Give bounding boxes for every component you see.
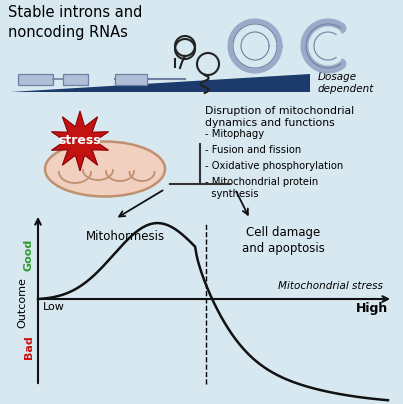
Text: Cell damage
and apoptosis: Cell damage and apoptosis: [241, 227, 324, 255]
Text: stress: stress: [59, 135, 101, 147]
Text: - Fusion and fission: - Fusion and fission: [205, 145, 301, 155]
Text: Good: Good: [24, 239, 34, 271]
FancyBboxPatch shape: [18, 74, 53, 84]
Text: Mitochondrial stress: Mitochondrial stress: [278, 281, 383, 291]
Text: - Oxidative phosphorylation: - Oxidative phosphorylation: [205, 161, 343, 171]
Text: High: High: [356, 302, 388, 315]
Text: Low: Low: [43, 302, 65, 312]
Text: - Mitochondrial protein
  synthesis: - Mitochondrial protein synthesis: [205, 177, 318, 200]
Ellipse shape: [45, 141, 165, 196]
Text: Stable introns and
noncoding RNAs: Stable introns and noncoding RNAs: [8, 5, 142, 40]
Text: Outcome: Outcome: [17, 277, 27, 328]
Text: - Mitophagy: - Mitophagy: [205, 129, 264, 139]
Text: Dosage
dependent: Dosage dependent: [318, 72, 374, 94]
Text: Disruption of mitochondrial
dynamics and functions: Disruption of mitochondrial dynamics and…: [205, 106, 354, 128]
Polygon shape: [52, 111, 108, 171]
Text: Mitohormesis: Mitohormesis: [86, 229, 165, 243]
Text: Bad: Bad: [24, 335, 34, 359]
FancyBboxPatch shape: [115, 74, 147, 84]
Polygon shape: [10, 74, 310, 92]
FancyBboxPatch shape: [63, 74, 88, 84]
